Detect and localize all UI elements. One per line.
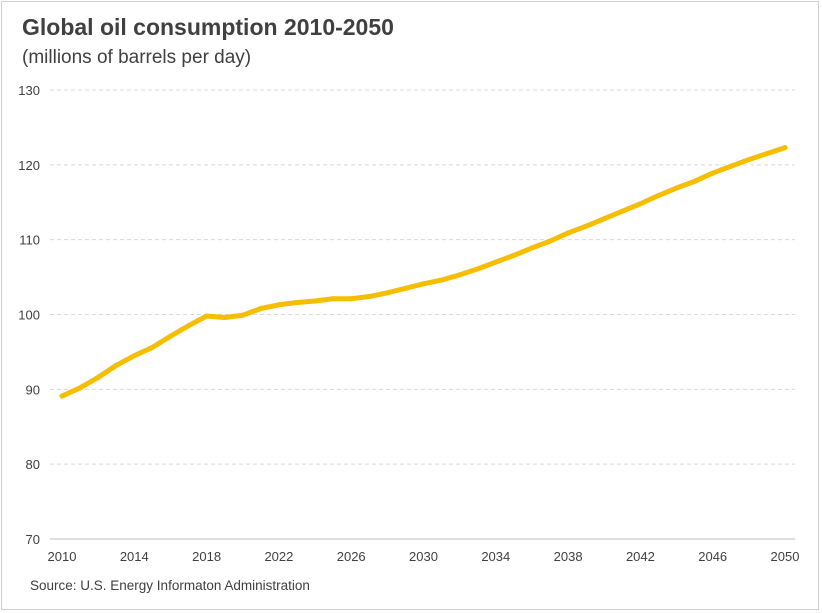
data-point [276, 302, 282, 308]
x-tick-label: 2050 [771, 549, 800, 564]
y-tick-label: 90 [26, 382, 40, 397]
y-tick-label: 70 [26, 532, 40, 547]
data-point [565, 230, 571, 236]
data-point [240, 312, 246, 318]
x-tick-label: 2026 [337, 549, 366, 564]
data-point [95, 374, 101, 380]
x-tick-label: 2022 [264, 549, 293, 564]
x-tick-label: 2018 [192, 549, 221, 564]
data-point [59, 393, 65, 399]
data-point [113, 362, 119, 368]
x-tick-label: 2030 [409, 549, 438, 564]
x-tick-label: 2046 [698, 549, 727, 564]
data-point [764, 151, 770, 157]
data-point [457, 272, 463, 278]
data-point [167, 333, 173, 339]
data-point [511, 252, 517, 258]
data-point [384, 290, 390, 296]
y-tick-label: 110 [19, 233, 40, 248]
data-point [439, 277, 445, 283]
data-point [258, 306, 264, 312]
y-tick-label: 80 [26, 457, 40, 472]
data-point [692, 178, 698, 184]
x-tick-label: 2042 [626, 549, 655, 564]
data-point [782, 145, 788, 151]
x-tick-label: 2034 [481, 549, 510, 564]
data-point [330, 296, 336, 302]
data-point [204, 313, 210, 319]
x-axis-ticks: 2010 2014 2018 2022 2026 2030 2034 2038 2042 2046… [48, 549, 800, 564]
data-point [637, 201, 643, 207]
data-point [529, 245, 535, 251]
source-note: Source: U.S. Energy Informaton Administr… [30, 578, 310, 593]
data-point [728, 163, 734, 169]
data-point [475, 266, 481, 272]
data-point [655, 193, 661, 199]
y-tick-label: 120 [18, 158, 40, 173]
data-point [493, 259, 499, 265]
data-point [402, 285, 408, 291]
data-point [674, 185, 680, 191]
series-line [59, 145, 788, 399]
data-point [294, 300, 300, 306]
data-point [710, 170, 716, 176]
x-tick-label: 2010 [48, 549, 77, 564]
data-point [583, 223, 589, 229]
y-tick-label: 100 [18, 308, 40, 323]
y-axis-ticks: 70 80 90 100 110 120 130 [18, 83, 40, 547]
data-point [366, 294, 372, 300]
data-point [348, 296, 354, 302]
data-point [312, 298, 318, 304]
data-point [77, 385, 83, 391]
y-tick-label: 130 [18, 83, 40, 98]
data-point [547, 238, 553, 244]
data-point [421, 281, 426, 287]
data-point [619, 208, 625, 214]
data-point [746, 157, 752, 163]
series-layer [59, 145, 788, 399]
gridlines [50, 89, 795, 540]
chart-title: Global oil consumption 2010-2050 [22, 14, 394, 40]
data-point [222, 314, 228, 320]
x-tick-label: 2038 [554, 549, 583, 564]
chart-subtitle: (millions of barrels per day) [22, 47, 252, 68]
data-point [149, 344, 155, 350]
data-point [186, 323, 192, 329]
data-point [131, 353, 137, 359]
x-tick-label: 2014 [120, 549, 149, 564]
data-point [601, 216, 607, 222]
